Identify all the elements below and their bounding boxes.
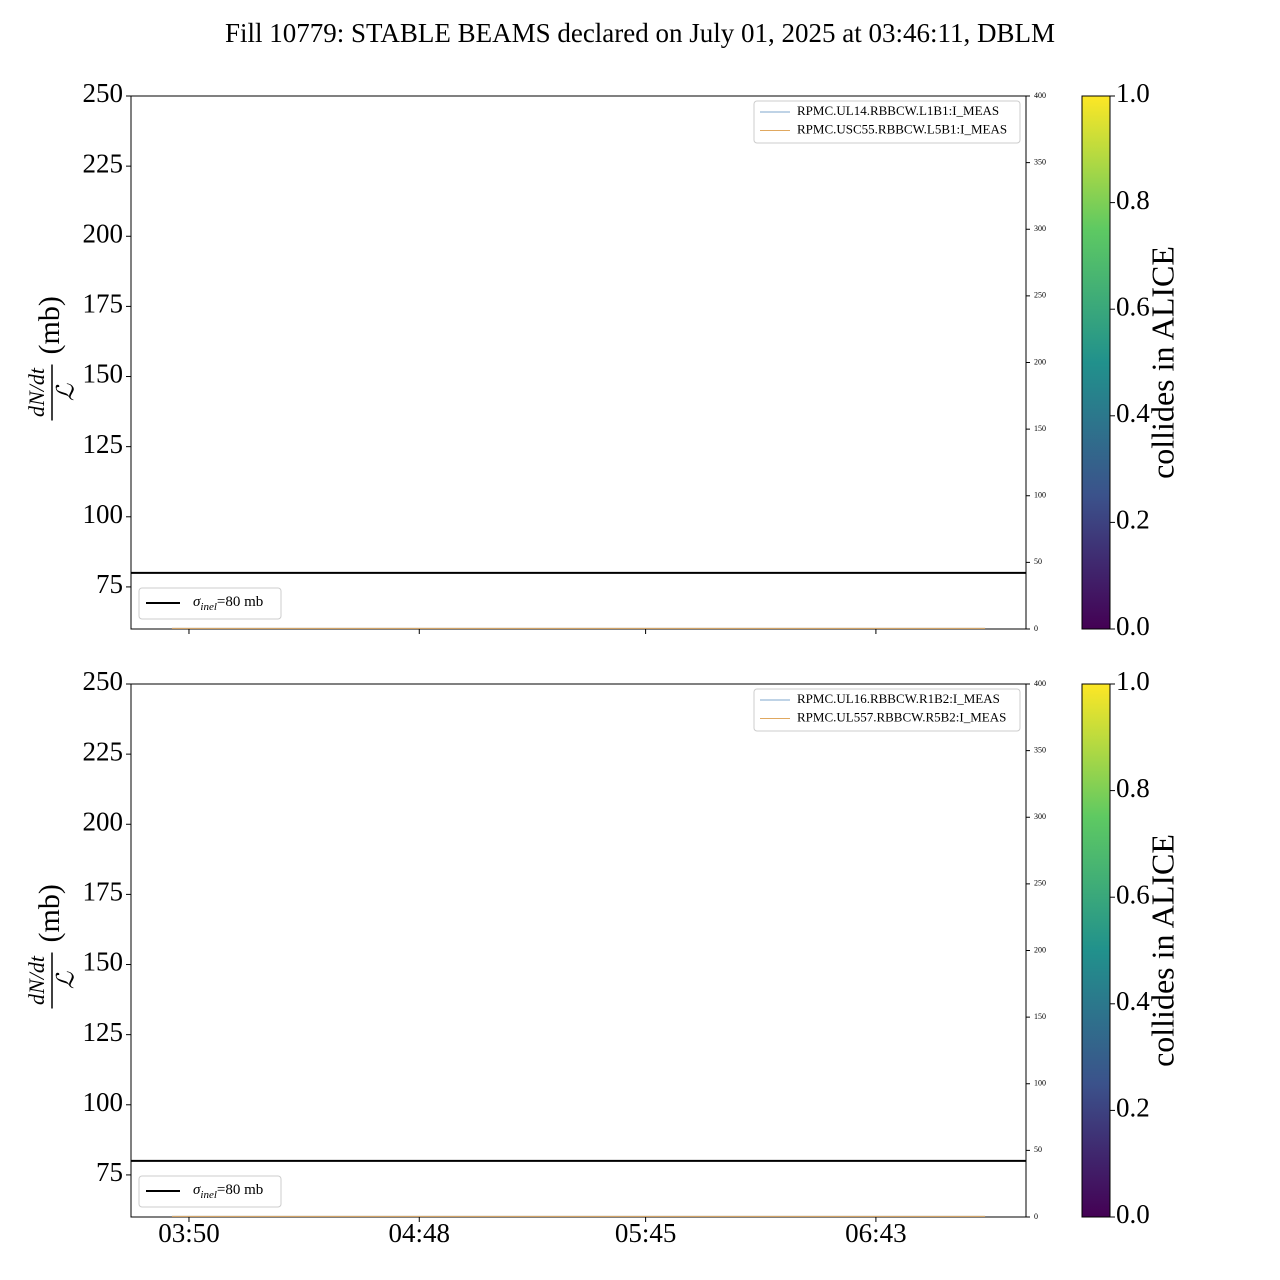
colorbar-tick-label: 1.0	[1116, 78, 1150, 108]
y2-tick-label: 150	[1034, 424, 1046, 433]
y2-tick-label: 250	[1034, 879, 1046, 888]
y2-tick-label: 350	[1034, 745, 1046, 754]
colorbar-tick-label: 0.0	[1116, 611, 1150, 641]
y-tick-label: 125	[83, 429, 124, 459]
y-label-denominator: ℒ	[54, 971, 80, 989]
legend-box	[753, 688, 1021, 732]
colorbar	[1081, 95, 1111, 630]
legend-box	[138, 587, 282, 620]
y2-tick-label: 350	[1034, 157, 1046, 166]
x-tick-label: 05:45	[615, 1218, 677, 1248]
x-tick-label: 04:48	[389, 1218, 451, 1248]
plot-area	[130, 95, 1027, 630]
colorbar-label: collides in ALICE	[1144, 246, 1180, 479]
plot-area	[130, 683, 1027, 1218]
y-tick-label: 250	[83, 78, 124, 108]
legend-label: RPMC.USC55.RBBCW.L5B1:I_MEAS	[797, 121, 1007, 136]
legend-label-part: σ	[193, 1182, 201, 1198]
x-tick-label: 03:50	[158, 1218, 220, 1248]
colorbar-tick-label: 0.4	[1116, 398, 1150, 428]
y2-tick-label: 200	[1034, 945, 1046, 954]
y2-tick-label: 100	[1034, 1079, 1046, 1088]
y2-tick-label: 400	[1034, 91, 1046, 100]
colorbar-tick-label: 0.6	[1116, 291, 1150, 321]
y2-tick-label: 300	[1034, 812, 1046, 821]
chart-title: Fill 10779: STABLE BEAMS declared on Jul…	[225, 18, 1055, 48]
y-tick-label: 200	[83, 806, 124, 836]
y2-tick-label: 100	[1034, 491, 1046, 500]
legend-label-part: inel	[200, 1189, 217, 1201]
y-tick-label: 175	[83, 877, 124, 907]
colorbar-tick-label: 0.0	[1116, 1199, 1150, 1229]
y-tick-label: 175	[83, 289, 124, 319]
y2-tick-label: 400	[1034, 679, 1046, 688]
y2-tick-label: 200	[1034, 357, 1046, 366]
colorbar-tick-label: 0.2	[1116, 505, 1150, 535]
legend-label: RPMC.UL16.RBBCW.R1B2:I_MEAS	[797, 691, 1000, 706]
colorbar-label: collides in ALICE	[1144, 834, 1180, 1067]
y2-tick-label: 50	[1034, 557, 1042, 566]
colorbar-tick-label: 0.8	[1116, 185, 1150, 215]
y-tick-label: 200	[83, 218, 124, 248]
y2-tick-label: 300	[1034, 224, 1046, 233]
y-tick-label: 250	[83, 666, 124, 696]
y2-tick-label: 150	[1034, 1012, 1046, 1021]
colorbar-tick-label: 0.6	[1116, 879, 1150, 909]
legend-box	[753, 100, 1021, 144]
y-label-numerator: dN/dt	[24, 367, 49, 417]
legend-label: RPMC.UL14.RBBCW.L1B1:I_MEAS	[797, 103, 999, 118]
legend-label: σinel=80 mb	[193, 594, 263, 612]
y-axis-label: dN/dt ℒ (mb)	[24, 296, 80, 421]
y-tick-label: 75	[96, 569, 123, 599]
y-label-numerator: dN/dt	[24, 955, 49, 1005]
colorbar-tick-label: 0.2	[1116, 1093, 1150, 1123]
x-tick-label: 06:43	[845, 1218, 907, 1248]
colorbar-tick-label: 0.8	[1116, 773, 1150, 803]
legend-label-part: =80 mb	[217, 594, 263, 610]
legend-box	[138, 1175, 282, 1208]
y-tick-label: 125	[83, 1017, 124, 1047]
legend-label: RPMC.UL557.RBBCW.R5B2:I_MEAS	[797, 709, 1006, 724]
y-tick-label: 225	[83, 148, 124, 178]
y-label-unit: (mb)	[33, 296, 66, 354]
y2-tick-label: 250	[1034, 291, 1046, 300]
colorbar-tick-label: 0.4	[1116, 986, 1150, 1016]
y-tick-label: 100	[83, 1087, 124, 1117]
legend-label-part: inel	[200, 601, 217, 613]
legend-label-part: =80 mb	[217, 1182, 263, 1198]
y-label-unit: (mb)	[33, 884, 66, 942]
y2-tick-label: 0	[1034, 624, 1038, 633]
y-tick-label: 225	[83, 736, 124, 766]
y-axis-label: dN/dt ℒ (mb)	[24, 884, 80, 1009]
legend-label: σinel=80 mb	[193, 1182, 263, 1200]
y2-tick-label: 0	[1034, 1212, 1038, 1221]
colorbar-tick-label: 1.0	[1116, 666, 1150, 696]
legend-label-part: σ	[193, 594, 201, 610]
y-tick-label: 75	[96, 1157, 123, 1187]
y-label-denominator: ℒ	[54, 383, 80, 401]
y2-tick-label: 50	[1034, 1145, 1042, 1154]
y-tick-label: 150	[83, 359, 124, 389]
colorbar	[1081, 683, 1111, 1218]
y-tick-label: 150	[83, 947, 124, 977]
y-tick-label: 100	[83, 499, 124, 529]
